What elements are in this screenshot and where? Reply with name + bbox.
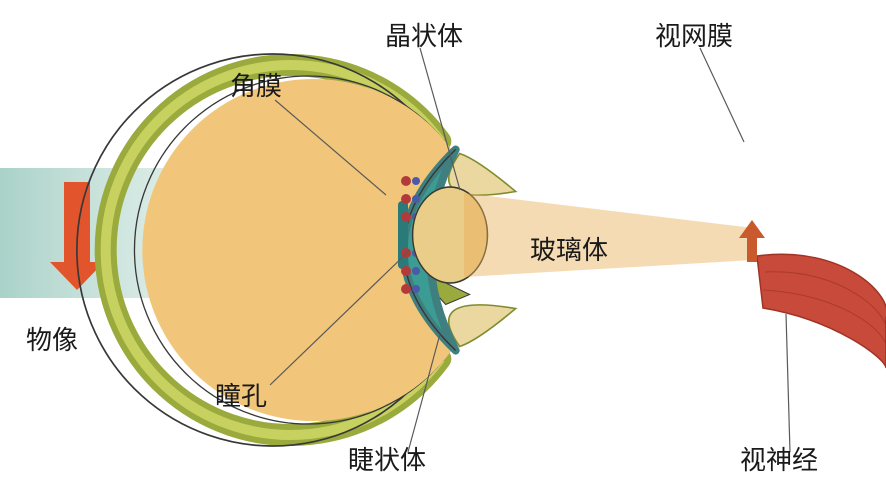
label-object: 物像 bbox=[26, 320, 78, 357]
diagram-svg bbox=[0, 0, 886, 500]
label-optic-nerve: 视神经 bbox=[740, 440, 818, 477]
label-lens: 晶状体 bbox=[385, 16, 463, 53]
eye-anatomy-diagram: 晶状体 视网膜 角膜 玻璃体 物像 瞳孔 睫状体 视神经 bbox=[0, 0, 886, 500]
label-vitreous: 玻璃体 bbox=[530, 230, 608, 267]
label-ciliary: 睫状体 bbox=[348, 440, 426, 477]
label-pupil: 瞳孔 bbox=[215, 376, 267, 413]
label-cornea: 角膜 bbox=[230, 66, 282, 103]
label-retina: 视网膜 bbox=[655, 16, 733, 53]
